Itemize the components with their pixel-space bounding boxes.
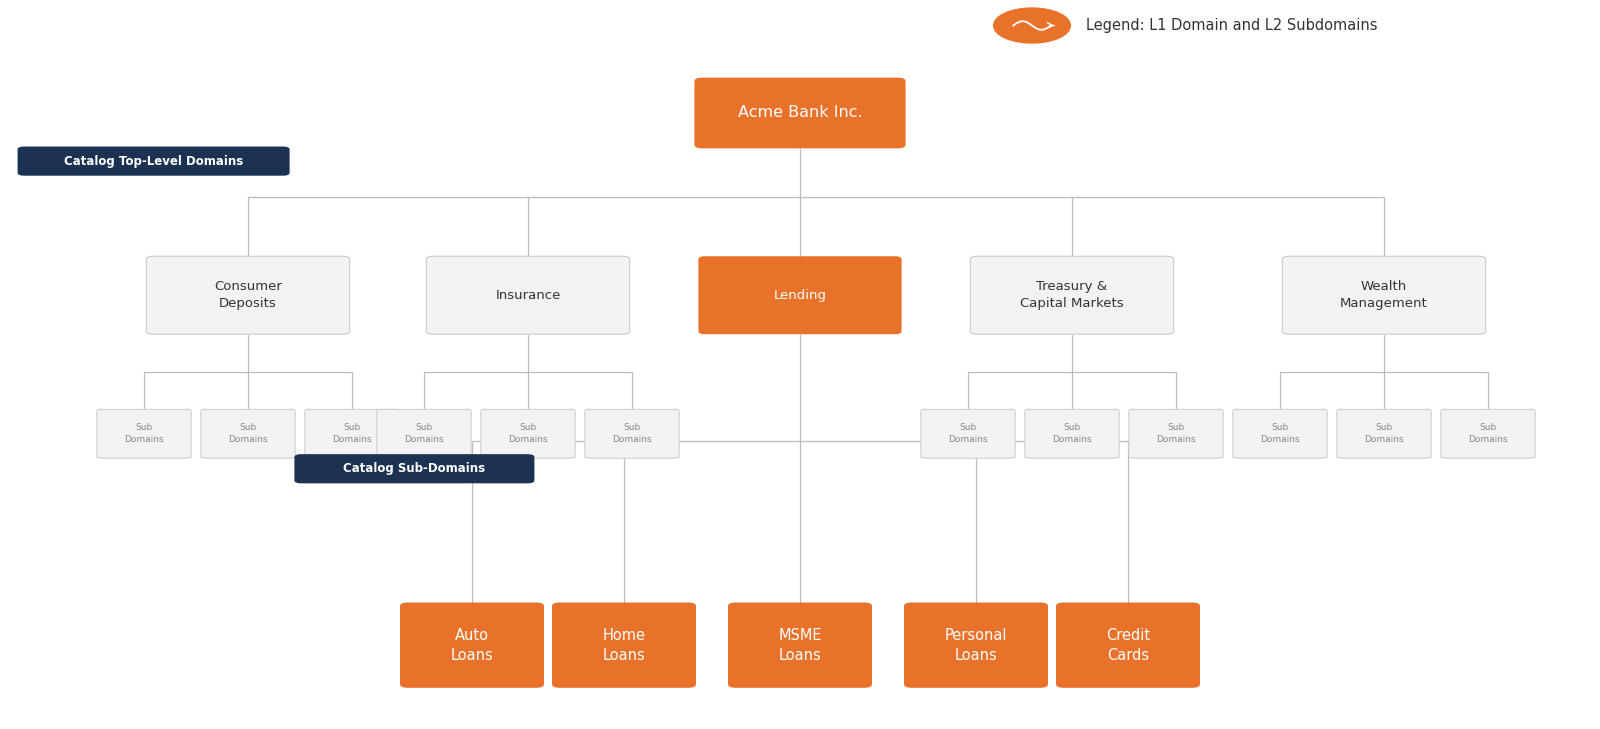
- FancyBboxPatch shape: [1283, 257, 1485, 335]
- Text: Sub
Domains: Sub Domains: [405, 424, 443, 444]
- FancyBboxPatch shape: [698, 257, 902, 335]
- Text: Sub
Domains: Sub Domains: [1365, 424, 1403, 444]
- Text: Consumer
Deposits: Consumer Deposits: [214, 280, 282, 311]
- FancyBboxPatch shape: [922, 410, 1016, 459]
- FancyBboxPatch shape: [1442, 410, 1536, 459]
- Text: Catalog Top-Level Domains: Catalog Top-Level Domains: [64, 155, 243, 168]
- Text: Sub
Domains: Sub Domains: [509, 424, 547, 444]
- Text: Sub
Domains: Sub Domains: [1157, 424, 1195, 444]
- FancyBboxPatch shape: [970, 257, 1174, 335]
- FancyBboxPatch shape: [378, 410, 472, 459]
- FancyBboxPatch shape: [96, 410, 192, 459]
- FancyBboxPatch shape: [18, 147, 290, 176]
- Text: Lending: Lending: [773, 289, 827, 302]
- FancyBboxPatch shape: [904, 602, 1048, 688]
- Text: Sub
Domains: Sub Domains: [1469, 424, 1507, 444]
- FancyBboxPatch shape: [304, 410, 400, 459]
- Text: Sub
Domains: Sub Domains: [1053, 424, 1091, 444]
- Text: Sub
Domains: Sub Domains: [125, 424, 163, 444]
- FancyBboxPatch shape: [480, 410, 576, 459]
- FancyBboxPatch shape: [147, 257, 350, 335]
- Text: Credit
Cards: Credit Cards: [1106, 628, 1150, 663]
- FancyBboxPatch shape: [728, 602, 872, 688]
- FancyBboxPatch shape: [400, 602, 544, 688]
- Text: Wealth
Management: Wealth Management: [1341, 280, 1427, 311]
- Text: Catalog Sub-Domains: Catalog Sub-Domains: [344, 462, 485, 475]
- FancyBboxPatch shape: [1026, 410, 1120, 459]
- Text: Sub
Domains: Sub Domains: [613, 424, 651, 444]
- Text: Auto
Loans: Auto Loans: [451, 628, 493, 663]
- Text: Treasury &
Capital Markets: Treasury & Capital Markets: [1021, 280, 1123, 311]
- Text: Sub
Domains: Sub Domains: [333, 424, 371, 444]
- FancyBboxPatch shape: [1234, 410, 1328, 459]
- Text: Sub
Domains: Sub Domains: [949, 424, 987, 444]
- Text: Sub
Domains: Sub Domains: [229, 424, 267, 444]
- FancyBboxPatch shape: [426, 257, 630, 335]
- FancyBboxPatch shape: [1056, 602, 1200, 688]
- Text: Home
Loans: Home Loans: [603, 628, 645, 663]
- Text: Insurance: Insurance: [496, 289, 560, 302]
- Text: Acme Bank Inc.: Acme Bank Inc.: [738, 106, 862, 120]
- FancyBboxPatch shape: [694, 78, 906, 149]
- FancyBboxPatch shape: [552, 602, 696, 688]
- Text: Legend: L1 Domain and L2 Subdomains: Legend: L1 Domain and L2 Subdomains: [1086, 18, 1378, 33]
- FancyBboxPatch shape: [586, 410, 678, 459]
- FancyBboxPatch shape: [202, 410, 294, 459]
- Circle shape: [994, 8, 1070, 43]
- Text: Personal
Loans: Personal Loans: [944, 628, 1008, 663]
- FancyBboxPatch shape: [1338, 410, 1432, 459]
- FancyBboxPatch shape: [294, 454, 534, 483]
- Text: MSME
Loans: MSME Loans: [778, 628, 822, 663]
- FancyBboxPatch shape: [1130, 410, 1224, 459]
- Text: Sub
Domains: Sub Domains: [1261, 424, 1299, 444]
